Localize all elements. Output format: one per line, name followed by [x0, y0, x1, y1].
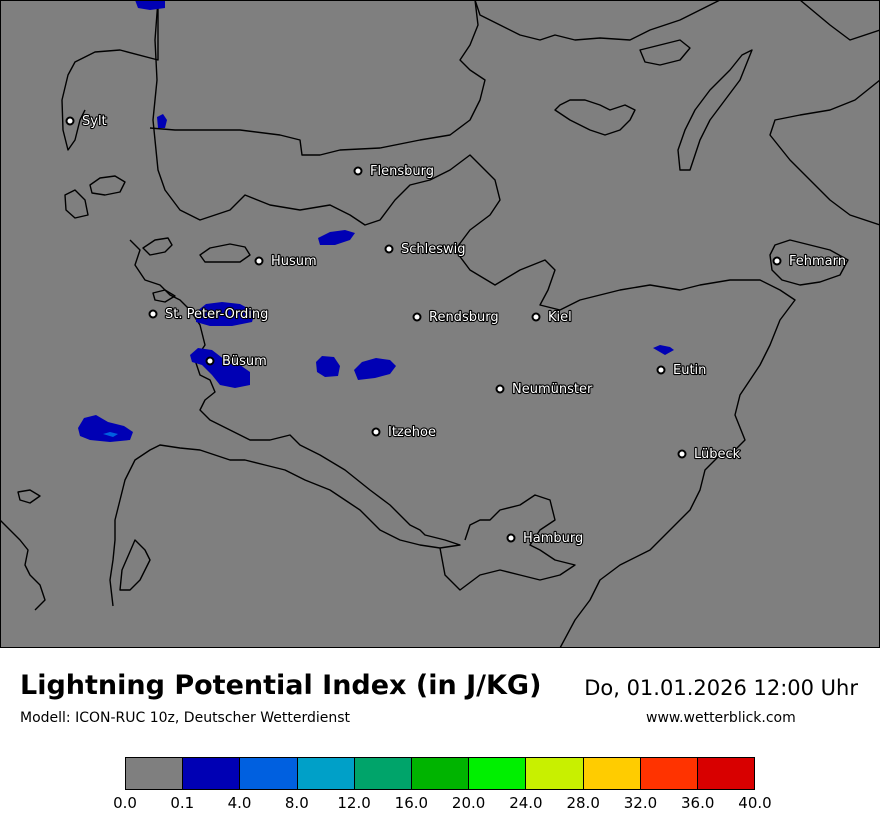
city-dot — [254, 256, 264, 266]
legend-swatch — [469, 758, 527, 789]
legend-tick-label: 16.0 — [394, 794, 429, 812]
city-label: Eutin — [673, 363, 706, 378]
legend-tick-label: 12.0 — [337, 794, 371, 812]
city-marker: St. Peter-Ording — [148, 306, 269, 323]
city-label: St. Peter-Ording — [165, 307, 268, 322]
city-dot — [412, 312, 422, 322]
legend-tick-label: 32.0 — [623, 794, 658, 812]
legend-tick-label: 28.0 — [566, 794, 600, 812]
legend-tick-label: 24.0 — [509, 794, 543, 812]
city-marker: Flensburg — [353, 163, 435, 180]
city-dot — [531, 312, 541, 322]
legend-tick-label: 0.0 — [113, 794, 137, 812]
city-marker: Lübeck — [677, 446, 742, 463]
city-dot — [384, 244, 394, 254]
city-marker: Rendsburg — [412, 309, 500, 326]
legend-swatch — [411, 758, 470, 789]
legend-tick-label: 40.0 — [738, 794, 772, 812]
legend-swatch — [640, 758, 698, 789]
legend-colorbar — [125, 757, 755, 790]
city-dot — [677, 449, 687, 459]
weather-map: Sylt Flensburg Schleswig Husum Fehmarn St. Pe… — [0, 0, 880, 648]
city-dot — [656, 365, 666, 375]
city-dot — [353, 166, 363, 176]
city-label: Flensburg — [370, 164, 434, 179]
map-background — [0, 0, 880, 648]
city-label: Rendsburg — [429, 310, 499, 325]
city-markers: Sylt Flensburg Schleswig Husum Fehmarn St. Pe… — [65, 113, 847, 547]
city-dot — [371, 427, 381, 437]
city-label: Lübeck — [694, 447, 741, 462]
model-source: Modell: ICON-RUC 10z, Deutscher Wetterdi… — [20, 710, 351, 726]
legend-tick-label: 0.1 — [170, 794, 195, 812]
city-label: Schleswig — [401, 242, 466, 257]
city-label: Hamburg — [523, 531, 583, 546]
city-dot — [205, 356, 215, 366]
map-footer: Lightning Potential Index (in J/KG) Mode… — [0, 648, 880, 830]
city-label: Itzehoe — [388, 425, 436, 440]
website-link[interactable]: www.wetterblick.com — [646, 710, 796, 726]
city-marker: Sylt — [65, 113, 108, 130]
city-marker: Schleswig — [384, 241, 467, 258]
city-dot — [495, 384, 505, 394]
legend-swatch — [697, 758, 755, 789]
city-dot — [772, 256, 782, 266]
legend-swatch — [297, 758, 355, 789]
legend-swatch — [526, 758, 584, 789]
legend-swatch — [183, 758, 241, 789]
city-marker: Neumünster — [495, 381, 594, 398]
city-marker: Fehmarn — [772, 253, 847, 270]
city-label: Neumünster — [512, 382, 593, 397]
valid-datetime: Do, 01.01.2026 12:00 Uhr — [584, 676, 858, 700]
legend-swatch — [354, 758, 412, 789]
city-dot — [506, 533, 516, 543]
legend-tick-label: 4.0 — [227, 794, 252, 812]
map-title: Lightning Potential Index (in J/KG) — [20, 670, 542, 701]
city-marker: Husum — [254, 253, 318, 270]
city-label: Husum — [271, 254, 317, 269]
city-dot — [65, 116, 75, 126]
legend-swatch — [126, 758, 184, 789]
city-label: Büsum — [222, 354, 267, 369]
legend-ticks: 0.0 0.1 4.0 8.0 12.0 16.0 20.0 24.0 28.0 32.0 36.0… — [113, 794, 772, 818]
legend-tick-label: 20.0 — [451, 794, 486, 812]
city-marker: Itzehoe — [371, 424, 437, 441]
legend-swatch — [583, 758, 641, 789]
lightning-areas — [78, 0, 674, 442]
city-marker: Eutin — [656, 362, 708, 379]
legend-tick-label: 36.0 — [681, 794, 715, 812]
city-label: Fehmarn — [789, 254, 846, 269]
legend-tick-label: 8.0 — [284, 794, 309, 812]
city-dot — [148, 309, 158, 319]
city-marker: Hamburg — [506, 530, 584, 547]
city-marker: Büsum — [205, 353, 268, 370]
legend-swatch — [240, 758, 298, 789]
city-label: Sylt — [82, 114, 107, 129]
city-label: Kiel — [548, 310, 572, 325]
city-marker: Kiel — [531, 309, 573, 326]
